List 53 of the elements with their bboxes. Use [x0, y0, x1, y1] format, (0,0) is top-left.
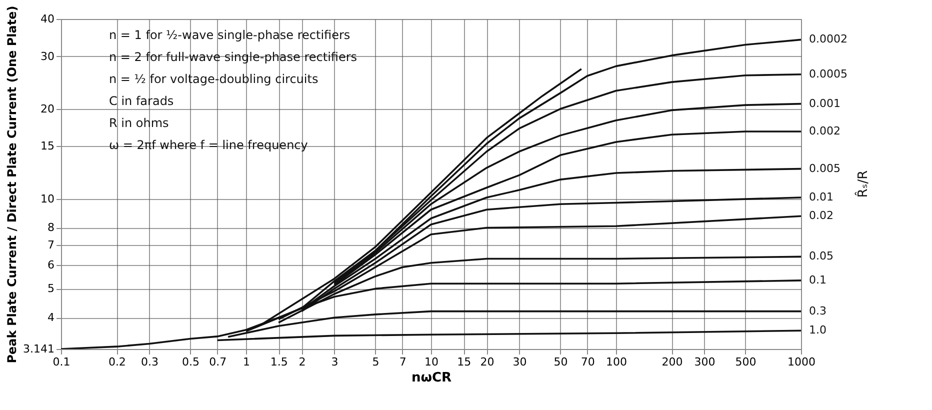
annotation: n = 1 for ½-wave single-phase rectifiers: [109, 28, 350, 42]
y-tick-label: 15: [40, 140, 54, 153]
x-tick-label: 1.5: [270, 356, 288, 368]
annotation: C in farads: [109, 94, 174, 108]
series-label: 0.1: [809, 273, 826, 286]
annotation: n = ½ for voltage-doubling circuits: [109, 72, 318, 86]
x-tick-label: 20: [480, 356, 494, 368]
y-tick-label: 10: [40, 192, 54, 206]
x-tick-label: 100: [606, 356, 627, 368]
y-tick-label: 6: [48, 258, 54, 272]
x-tick-label: 1000: [788, 356, 816, 368]
x-tick-label: 0.2: [108, 356, 126, 368]
x-tick-label: 30: [512, 356, 527, 368]
y-tick-label: 40: [40, 12, 54, 26]
x-tick-label: 7: [399, 356, 406, 368]
y-axis-title: Peak Plate Current / Direct Plate Current (One Plate): [5, 6, 20, 364]
x-tick-label: 1: [243, 356, 250, 368]
x-tick-label: 0.7: [209, 356, 227, 368]
x-tick-label: 0.1: [52, 356, 70, 368]
x-tick-label: 200: [662, 356, 683, 368]
x-tick-label: 15: [457, 356, 472, 368]
series-label: 0.02: [809, 209, 834, 222]
series-label: 0.001: [809, 96, 840, 110]
x-tick-label: 50: [554, 356, 568, 368]
series-label: 0.05: [809, 250, 834, 263]
series-label: 0.0002: [809, 32, 848, 46]
x-tick-label: 0.5: [182, 356, 200, 368]
series-label: 0.002: [809, 124, 840, 138]
x-tick-label: 500: [735, 356, 756, 368]
annotation: n = 2 for full-wave single-phase rectifiers: [109, 50, 358, 64]
annotation: ω = 2πf where f = line frequency: [109, 138, 308, 152]
x-tick-label: 70: [580, 356, 595, 368]
x-tick-label: 300: [694, 356, 716, 368]
y-tick-label: 30: [40, 50, 54, 63]
series-label: 0.3: [809, 304, 826, 318]
series-label: 0.0005: [809, 67, 848, 80]
series-label: 0.01: [809, 190, 834, 204]
annotation: R in ohms: [109, 116, 169, 130]
y-tick-label: 4: [48, 311, 54, 324]
x-tick-label: 10: [424, 356, 438, 368]
y2-axis-title: R̂ₛ/R: [854, 170, 871, 198]
x-axis-title: nωCR: [411, 370, 452, 386]
y-tick-label: 3.141: [23, 342, 54, 356]
series-label: 0.005: [809, 162, 840, 175]
x-tick-label: 3: [331, 356, 338, 368]
series-label: 1.0: [809, 324, 826, 337]
x-tick-label: 2: [298, 356, 306, 368]
y-tick-label: 8: [48, 221, 54, 234]
x-tick-label: 5: [372, 356, 380, 368]
x-tick-label: 0.3: [141, 356, 159, 368]
y-tick-label: 7: [48, 238, 54, 252]
y-tick-label: 5: [48, 282, 54, 296]
y-tick-label: 20: [40, 102, 54, 116]
